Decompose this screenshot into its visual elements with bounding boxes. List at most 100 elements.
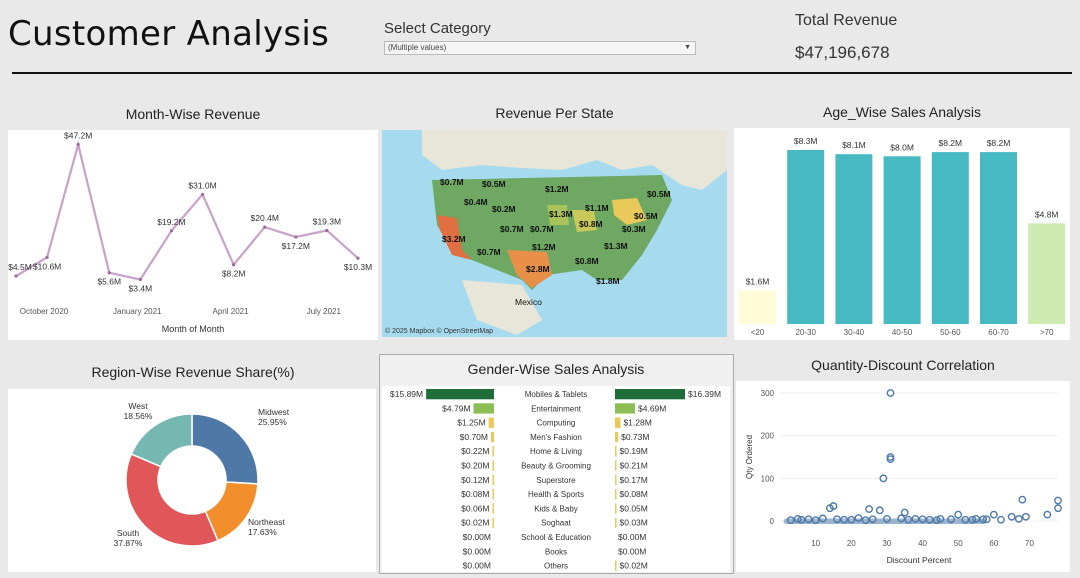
scatter-point[interactable] <box>968 515 977 524</box>
gender-chart[interactable]: $15.89M $16.39M Mobiles & Tablets $4.79M $4.… <box>382 386 730 572</box>
gender-category-label: Superstore <box>536 476 576 485</box>
scatter-point[interactable] <box>804 515 813 524</box>
age-bar[interactable] <box>835 154 873 324</box>
gender-bar-right[interactable] <box>615 431 619 443</box>
scatter-point[interactable] <box>972 514 980 523</box>
age-bar[interactable] <box>980 152 1017 324</box>
month-wise-revenue-chart[interactable]: $4.5M $10.6M $47.2M $5.6M $3.4M $19.2M $31.0M $… <box>8 130 378 340</box>
gender-bar-left[interactable] <box>491 431 494 443</box>
region-pct-label: 17.63% <box>248 527 277 537</box>
region-slice[interactable] <box>125 453 219 547</box>
scatter-point[interactable] <box>954 510 963 519</box>
gender-bar-right[interactable] <box>615 403 636 414</box>
gender-bar-right[interactable] <box>615 517 617 528</box>
gender-bar-right[interactable] <box>615 460 617 471</box>
gender-right-label: $0.08M <box>620 489 648 499</box>
scatter-point[interactable] <box>833 515 841 524</box>
scatter-point[interactable] <box>925 515 934 524</box>
gender-bar-left[interactable] <box>488 417 494 428</box>
gender-bar-left[interactable] <box>492 489 495 500</box>
scatter-point[interactable] <box>911 514 920 523</box>
scatter-point[interactable] <box>900 508 909 517</box>
age-wise-chart[interactable]: $1.6M <20 $8.3M 20-30 $8.1M 30-40 $8.0M 40-50 $8… <box>734 128 1070 340</box>
scatter-point[interactable] <box>1007 512 1016 521</box>
scatter-point[interactable] <box>886 455 895 464</box>
revenue-point[interactable] <box>14 274 18 278</box>
scatter-point[interactable] <box>861 516 870 525</box>
gender-bar-right[interactable] <box>615 474 617 486</box>
revenue-data-label: $10.3M <box>344 262 372 272</box>
gender-bar-right[interactable] <box>615 489 617 500</box>
revenue-point[interactable] <box>325 228 329 233</box>
scatter-point[interactable] <box>825 504 834 513</box>
scatter-point[interactable] <box>982 515 991 524</box>
revenue-point[interactable] <box>294 235 298 239</box>
gender-bar-right[interactable] <box>615 417 621 428</box>
revenue-point[interactable] <box>45 255 49 259</box>
revenue-point[interactable] <box>200 192 205 197</box>
scatter-point[interactable] <box>875 506 884 515</box>
scatter-point[interactable] <box>997 515 1005 524</box>
scatter-point[interactable] <box>936 514 945 523</box>
scatter-point[interactable] <box>1054 504 1062 513</box>
gender-bar-left[interactable] <box>492 446 495 457</box>
region-share-chart[interactable]: Midwest 25.95% Northeast 17.63% South 37.87% W… <box>8 389 376 572</box>
scatter-point[interactable] <box>847 515 856 524</box>
scatter-point[interactable] <box>786 516 795 525</box>
gender-bar-left[interactable] <box>492 474 495 486</box>
scatter-point[interactable] <box>932 516 941 525</box>
region-slice[interactable] <box>130 413 193 468</box>
scatter-point[interactable] <box>904 515 913 524</box>
gender-bar-right[interactable] <box>615 560 617 571</box>
gender-bar-left[interactable] <box>426 389 494 400</box>
revenue-per-state-title: Revenue Per State <box>495 105 614 121</box>
region-slice[interactable] <box>191 413 259 485</box>
gender-bar-left[interactable] <box>492 460 495 471</box>
scatter-point[interactable] <box>868 515 877 524</box>
scatter-point[interactable] <box>1022 512 1030 521</box>
age-bar[interactable] <box>1028 223 1066 324</box>
gender-bar-right[interactable] <box>615 389 685 400</box>
age-bar[interactable] <box>883 156 921 324</box>
age-bar[interactable] <box>931 152 969 324</box>
scatter-point[interactable] <box>886 389 895 397</box>
qty-discount-chart[interactable]: 0 100 200 300 10 20 30 40 50 60 70 Discount Percent… <box>736 381 1070 572</box>
scatter-point[interactable] <box>1043 510 1052 519</box>
revenue-point[interactable] <box>169 229 174 233</box>
gender-bar-right[interactable] <box>615 446 617 457</box>
category-filter-select[interactable]: (Multiple values) ▼ <box>384 41 696 55</box>
scatter-point[interactable] <box>840 515 849 524</box>
scatter-point[interactable] <box>793 514 802 523</box>
revenue-point[interactable] <box>76 142 80 147</box>
gender-bar-left[interactable] <box>473 403 494 414</box>
gender-bar-right[interactable] <box>615 503 617 514</box>
scatter-point[interactable] <box>961 515 970 524</box>
scatter-point[interactable] <box>897 514 906 523</box>
scatter-point[interactable] <box>854 514 863 522</box>
revenue-point[interactable] <box>138 277 142 282</box>
scatter-point[interactable] <box>883 514 891 523</box>
scatter-point[interactable] <box>989 510 998 519</box>
gender-bar-left[interactable] <box>492 517 495 528</box>
revenue-per-state-map[interactable]: $0.7M $0.5M $1.2M $0.4M $0.2M $0.5M $1.3M $1.1M… <box>382 130 727 337</box>
scatter-point[interactable] <box>865 505 874 513</box>
scatter-point[interactable] <box>979 515 988 524</box>
scatter-point[interactable] <box>947 515 955 524</box>
gender-bar-left[interactable] <box>492 503 495 514</box>
revenue-point[interactable] <box>107 271 111 275</box>
revenue-point[interactable] <box>232 263 236 267</box>
scatter-point[interactable] <box>797 515 806 524</box>
scatter-point[interactable] <box>818 514 827 523</box>
age-bar[interactable] <box>787 150 825 324</box>
chevron-down-icon[interactable]: ▼ <box>684 44 691 51</box>
scatter-point[interactable] <box>879 474 888 483</box>
map-svg: $0.7M $0.5M $1.2M $0.4M $0.2M $0.5M $1.3M $1.1M… <box>382 130 727 337</box>
scatter-point[interactable] <box>1018 495 1027 504</box>
scatter-point[interactable] <box>1014 514 1023 523</box>
scatter-point[interactable] <box>918 515 927 524</box>
revenue-point[interactable] <box>263 225 267 229</box>
scatter-point[interactable] <box>1054 496 1062 505</box>
scatter-point[interactable] <box>811 516 820 525</box>
revenue-point[interactable] <box>356 256 360 260</box>
age-bar[interactable] <box>739 290 776 324</box>
